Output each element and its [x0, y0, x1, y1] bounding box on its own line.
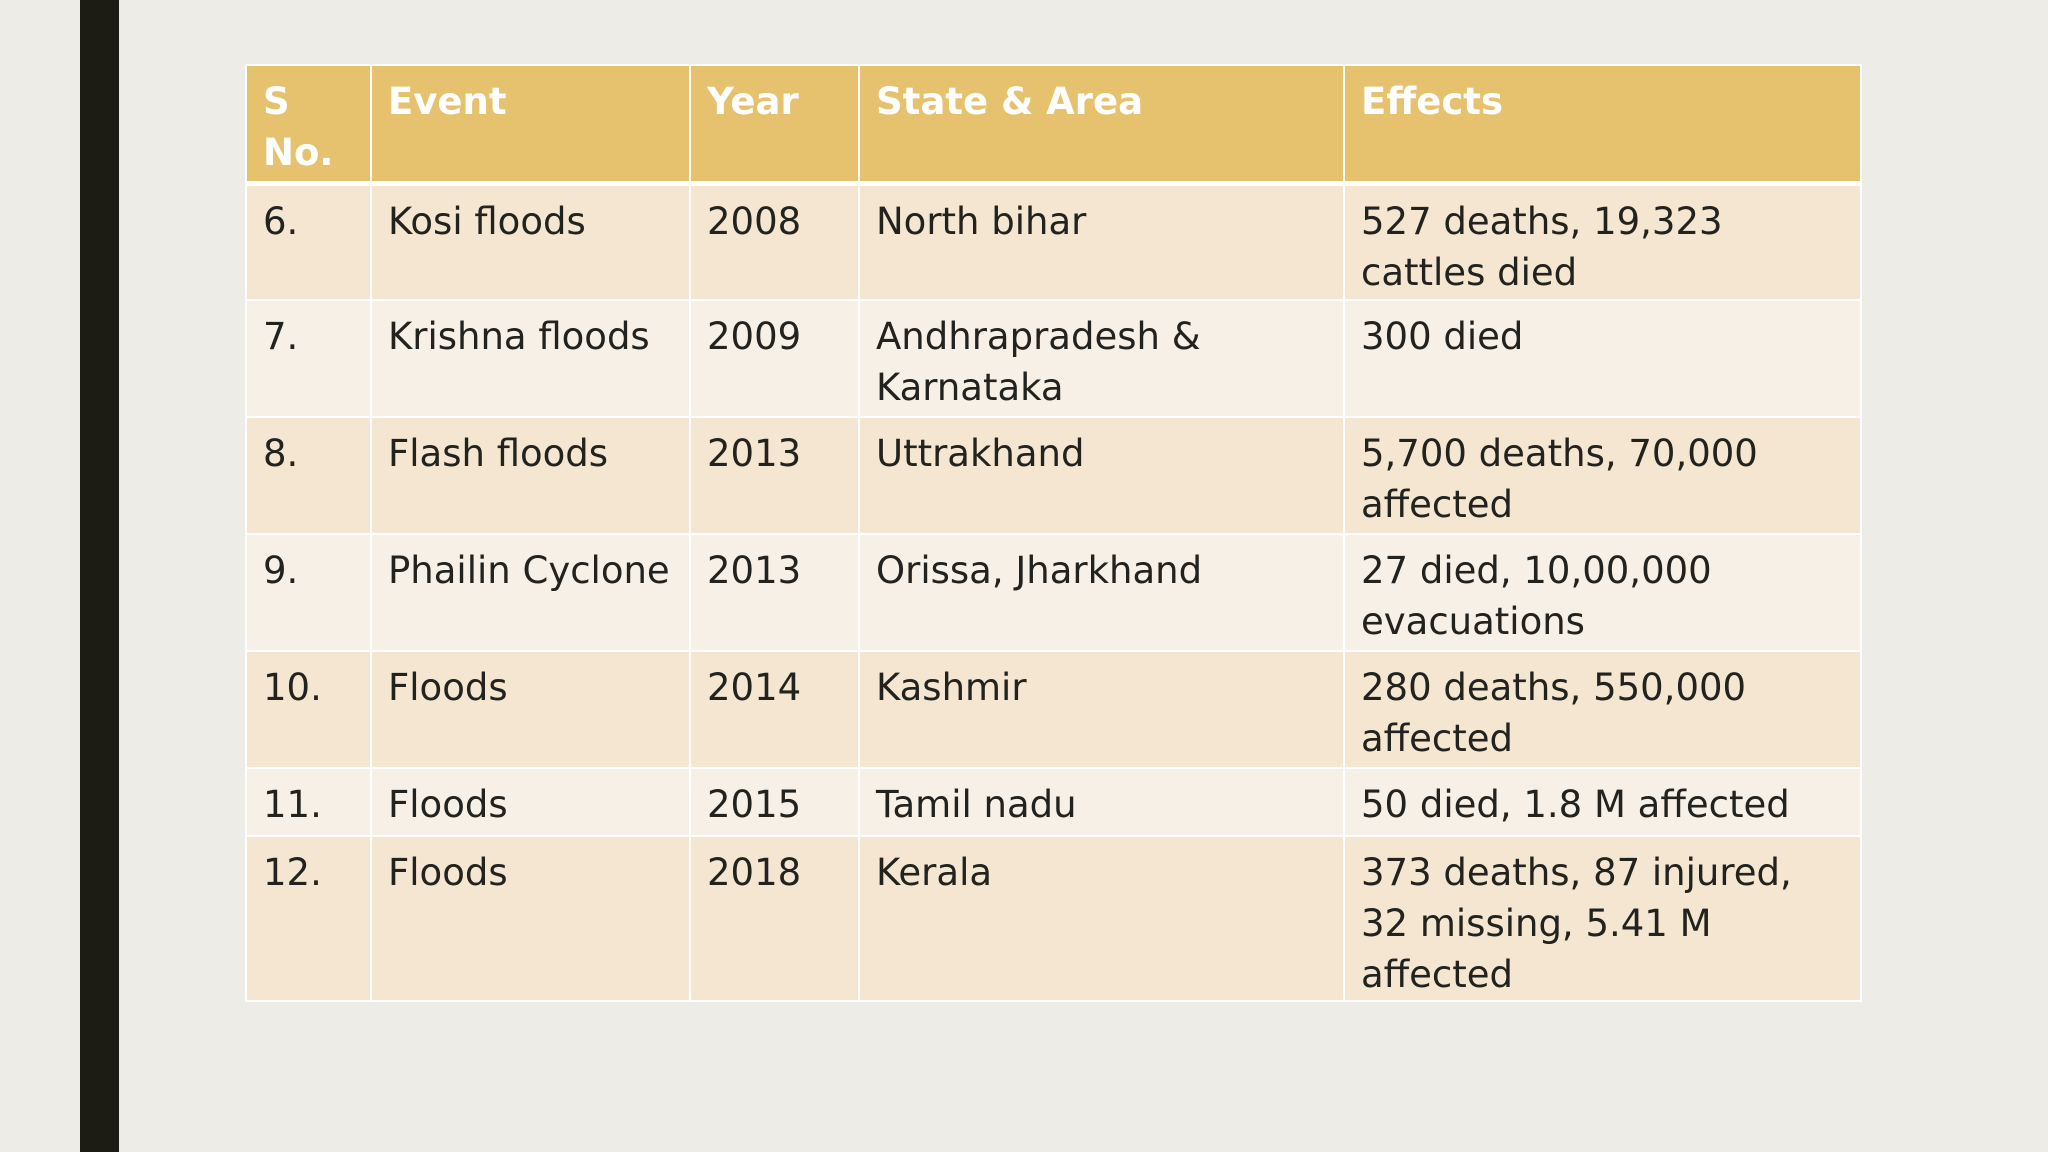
table-row: 11. Floods 2015 Tamil nadu 50 died, 1.8 … [245, 767, 1862, 837]
cell-year: 2013 [689, 416, 860, 535]
cell-year: 2013 [689, 533, 860, 652]
cell-state-area: North bihar [858, 182, 1345, 301]
cell-event: Krishna floods [370, 299, 691, 418]
cell-effects: 373 deaths, 87 injured, 32 missing, 5.41… [1343, 835, 1862, 1002]
cell-s-no: 10. [245, 650, 372, 769]
cell-s-no: 6. [245, 182, 372, 301]
cell-event: Floods [370, 650, 691, 769]
cell-s-no: 11. [245, 767, 372, 837]
table-row: 12. Floods 2018 Kerala 373 deaths, 87 in… [245, 835, 1862, 1002]
header-s-no: S No. [245, 64, 372, 186]
cell-s-no: 9. [245, 533, 372, 652]
cell-state-area: Orissa, Jharkhand [858, 533, 1345, 652]
cell-year: 2008 [689, 182, 860, 301]
cell-effects: 527 deaths, 19,323 cattles died [1343, 182, 1862, 301]
cell-year: 2015 [689, 767, 860, 837]
table-row: 10. Floods 2014 Kashmir 280 deaths, 550,… [245, 650, 1862, 769]
floods-table-container: S No. Event Year State & Area Effects 6.… [245, 64, 1862, 1002]
cell-s-no: 8. [245, 416, 372, 535]
table-row: 6. Kosi floods 2008 North bihar 527 deat… [245, 182, 1862, 301]
cell-s-no: 12. [245, 835, 372, 1002]
table-row: 9. Phailin Cyclone 2013 Orissa, Jharkhan… [245, 533, 1862, 652]
cell-state-area: Uttrakhand [858, 416, 1345, 535]
header-effects: Effects [1343, 64, 1862, 186]
cell-year: 2009 [689, 299, 860, 418]
cell-state-area: Kashmir [858, 650, 1345, 769]
table-row: 8. Flash floods 2013 Uttrakhand 5,700 de… [245, 416, 1862, 535]
cell-state-area: Kerala [858, 835, 1345, 1002]
header-state-area: State & Area [858, 64, 1345, 186]
cell-year: 2014 [689, 650, 860, 769]
floods-table: S No. Event Year State & Area Effects 6.… [245, 64, 1862, 1002]
cell-event: Flash floods [370, 416, 691, 535]
cell-event: Phailin Cyclone [370, 533, 691, 652]
cell-effects: 300 died [1343, 299, 1862, 418]
cell-effects: 50 died, 1.8 M affected [1343, 767, 1862, 837]
header-event: Event [370, 64, 691, 186]
cell-event: Floods [370, 835, 691, 1002]
cell-year: 2018 [689, 835, 860, 1002]
table-row: 7. Krishna floods 2009 Andhrapradesh & K… [245, 299, 1862, 418]
table-header-row: S No. Event Year State & Area Effects [245, 64, 1862, 186]
cell-state-area: Tamil nadu [858, 767, 1345, 837]
header-year: Year [689, 64, 860, 186]
left-accent-bar [80, 0, 119, 1152]
cell-effects: 27 died, 10,00,000 evacuations [1343, 533, 1862, 652]
cell-event: Floods [370, 767, 691, 837]
cell-effects: 5,700 deaths, 70,000 affected [1343, 416, 1862, 535]
cell-effects: 280 deaths, 550,000 affected [1343, 650, 1862, 769]
cell-state-area: Andhrapradesh & Karnataka [858, 299, 1345, 418]
cell-event: Kosi floods [370, 182, 691, 301]
cell-s-no: 7. [245, 299, 372, 418]
